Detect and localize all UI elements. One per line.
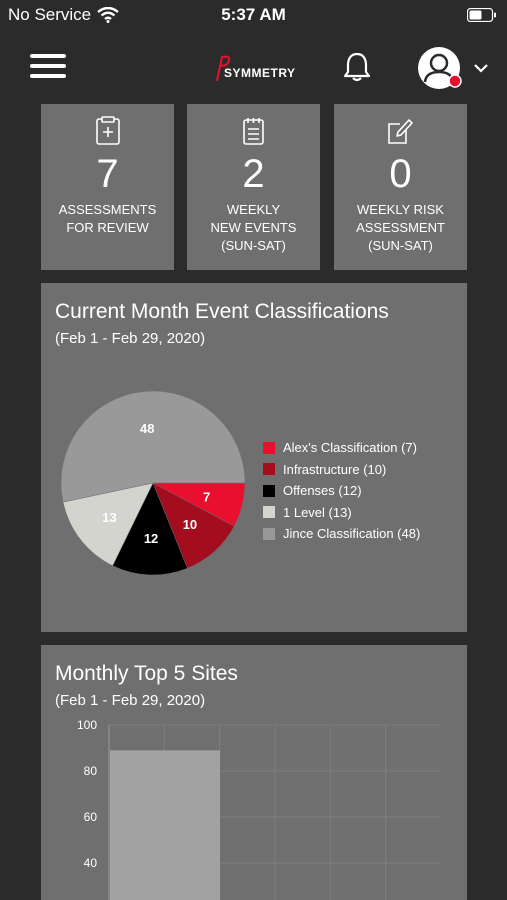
legend-label: Offenses (12)	[283, 483, 362, 498]
legend-item[interactable]: Jince Classification (48)	[263, 526, 420, 541]
symmetry-logo: SYMMETRY	[214, 53, 296, 83]
y-tick-label: 100	[77, 718, 97, 732]
pie-slice-label: 13	[102, 510, 116, 525]
edit-icon	[388, 119, 413, 144]
wifi-icon	[97, 7, 119, 23]
pie-slice[interactable]	[61, 390, 246, 503]
pie-slice-label: 12	[144, 531, 158, 546]
tile-label: WEEKLY RISK ASSESSMENT (SUN-SAT)	[356, 202, 445, 253]
logo-mark-icon	[216, 55, 231, 82]
legend-swatch	[263, 527, 275, 540]
legend-label: 1 Level (13)	[283, 504, 352, 520]
card-title: Current Month Event Classifications	[55, 300, 389, 323]
y-tick-label: 80	[84, 764, 98, 778]
bar[interactable]	[110, 750, 220, 900]
legend-label: Alex's Classification (7)	[283, 440, 417, 455]
card-subtitle: (Feb 1 - Feb 29, 2020)	[55, 330, 206, 347]
avatar-icon	[418, 47, 462, 89]
legend-item[interactable]: 1 Level (13)	[263, 505, 352, 520]
carrier-status: No Service	[8, 5, 119, 25]
summary-tiles: 7 ASSESSMENTS FOR REVIEW 2 WEEKLY NEW EV…	[41, 104, 467, 270]
status-bar: No Service 5:37 AM	[0, 0, 507, 32]
battery-icon	[467, 8, 496, 22]
legend-swatch	[263, 463, 275, 475]
pie-slice-label: 7	[203, 489, 210, 504]
y-tick-label: 40	[84, 856, 98, 870]
legend-item[interactable]: Alex's Classification (7)	[263, 440, 417, 455]
tile-label: WEEKLY NEW EVENTS (SUN-SAT)	[210, 202, 297, 253]
profile-menu[interactable]	[416, 45, 492, 91]
top-sites-card: Monthly Top 5 Sites (Feb 1 - Feb 29, 202…	[41, 645, 467, 900]
legend-swatch	[263, 506, 275, 518]
clipboard-plus-icon	[96, 116, 120, 145]
tile-value: 2	[242, 152, 265, 196]
pie-slice-label: 48	[140, 421, 154, 436]
chevron-down-icon	[474, 64, 488, 73]
event-classifications-card: Current Month Event Classifications (Feb…	[41, 283, 467, 632]
tile-weekly-risk-assessment[interactable]: 0 WEEKLY RISK ASSESSMENT (SUN-SAT)	[334, 104, 467, 270]
app-header: SYMMETRY	[0, 40, 507, 94]
legend-swatch	[263, 441, 275, 454]
pie-chart: 7 10 12 13 48	[61, 390, 246, 576]
tile-value: 7	[96, 152, 119, 196]
tile-value: 0	[389, 152, 412, 196]
y-tick-label: 60	[84, 810, 98, 824]
bar-chart: 40 60 80 100	[77, 718, 441, 900]
hamburger-menu-icon[interactable]	[30, 52, 66, 80]
tile-label: ASSESSMENTS FOR REVIEW	[58, 202, 157, 235]
legend-label: Jince Classification (48)	[283, 526, 421, 541]
pie-slice[interactable]	[112, 482, 188, 576]
clock: 5:37 AM	[221, 5, 286, 24]
pie-slice[interactable]	[152, 482, 235, 569]
tile-weekly-new-events[interactable]: 2 WEEKLY NEW EVENTS (SUN-SAT)	[187, 104, 320, 270]
card-subtitle: (Feb 1 - Feb 29, 2020)	[55, 692, 206, 709]
carrier-label: No Service	[8, 5, 92, 24]
legend-label: Infrastructure (10)	[283, 461, 387, 477]
card-title: Monthly Top 5 Sites	[55, 662, 238, 685]
legend-swatch	[263, 484, 275, 497]
calendar-list-icon	[243, 118, 264, 145]
logo-text: SYMMETRY	[224, 66, 296, 80]
legend-item[interactable]: Offenses (12)	[263, 483, 362, 498]
bell-icon[interactable]	[340, 50, 374, 84]
pie-slice[interactable]	[62, 482, 154, 567]
legend-item[interactable]: Infrastructure (10)	[263, 462, 386, 477]
pie-slice-label: 10	[183, 517, 197, 532]
tile-assessments-for-review[interactable]: 7 ASSESSMENTS FOR REVIEW	[41, 104, 174, 270]
